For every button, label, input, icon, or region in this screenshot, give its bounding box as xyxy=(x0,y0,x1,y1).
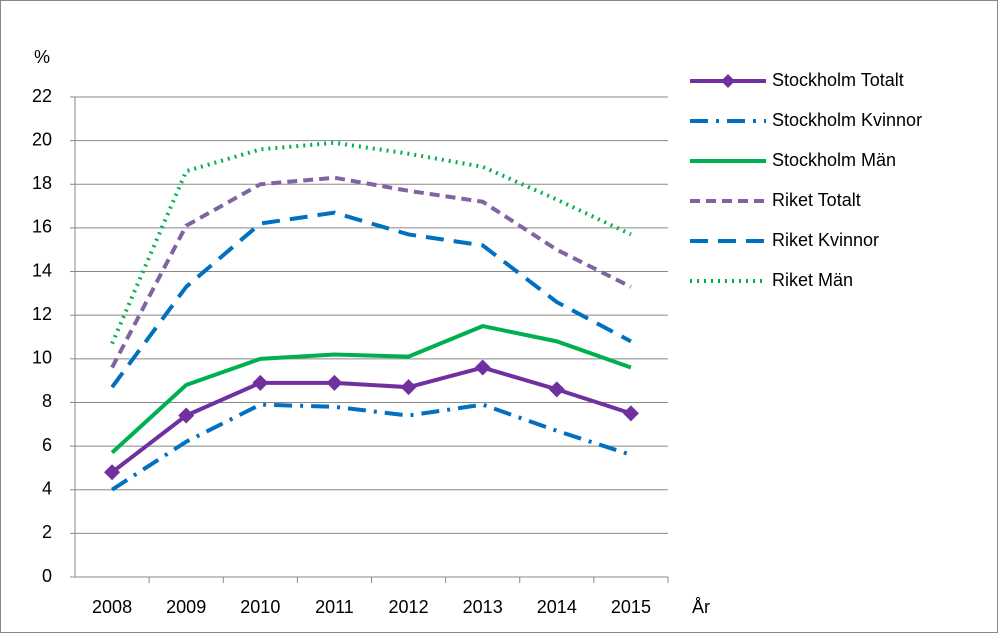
series-line xyxy=(110,365,632,474)
marker xyxy=(474,359,491,376)
legend-marker xyxy=(721,74,735,88)
x-tick-label: 2013 xyxy=(463,597,503,617)
y-tick-label: 0 xyxy=(42,566,52,586)
series-line xyxy=(110,402,632,492)
x-tick-label: 2010 xyxy=(240,597,280,617)
x-tick-label: 2011 xyxy=(315,597,354,617)
y-tick-label: 2 xyxy=(42,522,52,542)
marker xyxy=(400,379,417,396)
x-tick-label: 2014 xyxy=(537,597,577,617)
y-tick-label: 14 xyxy=(32,260,52,280)
marker xyxy=(252,374,269,391)
y-tick-label: 12 xyxy=(32,304,52,324)
x-tick-label: 2009 xyxy=(166,597,206,617)
x-tick-label: 2008 xyxy=(92,597,132,617)
y-tick-label: 16 xyxy=(32,217,52,237)
marker xyxy=(178,407,195,424)
y-axis-label: % xyxy=(34,47,50,67)
legend-label: Riket Män xyxy=(772,270,853,290)
legend-label: Riket Kvinnor xyxy=(772,230,879,250)
legend-label: Riket Totalt xyxy=(772,190,861,210)
x-tick-label: 2015 xyxy=(611,597,651,617)
y-tick-label: 22 xyxy=(32,86,52,106)
x-tick-label: 2012 xyxy=(389,597,429,617)
y-tick-label: 8 xyxy=(42,391,52,411)
x-axis-label: År xyxy=(692,597,710,617)
legend-label: Stockholm Män xyxy=(772,150,896,170)
y-tick-label: 6 xyxy=(42,435,52,455)
series-line xyxy=(110,210,632,389)
y-tick-label: 20 xyxy=(32,129,52,149)
legend-label: Stockholm Totalt xyxy=(772,70,904,90)
legend-label: Stockholm Kvinnor xyxy=(772,110,922,130)
marker xyxy=(104,464,121,481)
y-tick-label: 4 xyxy=(42,478,52,498)
y-tick-label: 10 xyxy=(32,348,52,368)
marker xyxy=(326,374,343,391)
y-tick-label: 18 xyxy=(32,173,52,193)
series-line xyxy=(110,324,632,455)
marker xyxy=(548,381,565,398)
series-line xyxy=(110,175,632,369)
marker xyxy=(622,405,639,422)
